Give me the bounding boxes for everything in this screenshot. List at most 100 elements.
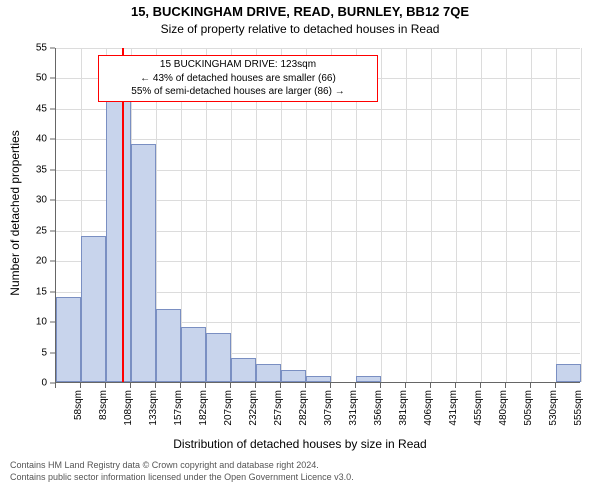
histogram-bar <box>306 376 331 382</box>
gridline-vertical <box>481 48 482 382</box>
x-tick-label: 307sqm <box>323 390 334 426</box>
x-tick-mark <box>455 383 456 388</box>
x-tick-mark <box>205 383 206 388</box>
histogram-bar <box>156 309 181 382</box>
histogram-bar <box>181 327 206 382</box>
y-tick-label: 10 <box>25 317 47 328</box>
gridline-horizontal <box>56 48 580 49</box>
x-tick-mark <box>230 383 231 388</box>
x-tick-label: 505sqm <box>523 390 534 426</box>
histogram-bar <box>231 358 256 382</box>
x-tick-mark <box>480 383 481 388</box>
y-tick-mark <box>50 139 55 140</box>
annotation-line: ← 43% of detached houses are smaller (66… <box>103 72 373 86</box>
chart-title-main: 15, BUCKINGHAM DRIVE, READ, BURNLEY, BB1… <box>0 4 600 19</box>
histogram-bar <box>56 297 81 382</box>
y-tick-label: 15 <box>25 286 47 297</box>
y-tick-mark <box>50 169 55 170</box>
x-tick-label: 455sqm <box>473 390 484 426</box>
y-tick-mark <box>50 261 55 262</box>
annotation-line: 15 BUCKINGHAM DRIVE: 123sqm <box>103 58 373 72</box>
x-tick-mark <box>180 383 181 388</box>
histogram-bar <box>106 84 131 382</box>
x-tick-mark <box>80 383 81 388</box>
x-tick-label: 133sqm <box>148 390 159 426</box>
y-tick-mark <box>50 108 55 109</box>
y-tick-label: 35 <box>25 164 47 175</box>
x-tick-label: 207sqm <box>223 390 234 426</box>
x-tick-label: 331sqm <box>348 390 359 426</box>
x-tick-label: 108sqm <box>123 390 134 426</box>
gridline-vertical <box>531 48 532 382</box>
x-tick-label: 182sqm <box>198 390 209 426</box>
x-tick-mark <box>430 383 431 388</box>
x-tick-mark <box>305 383 306 388</box>
chart-title-sub: Size of property relative to detached ho… <box>0 22 600 36</box>
x-tick-label: 480sqm <box>498 390 509 426</box>
footer-line-2: Contains public sector information licen… <box>10 472 354 484</box>
y-tick-mark <box>50 78 55 79</box>
x-tick-label: 406sqm <box>423 390 434 426</box>
histogram-bar <box>131 144 156 382</box>
y-tick-label: 45 <box>25 103 47 114</box>
y-tick-label: 30 <box>25 195 47 206</box>
gridline-vertical <box>581 48 582 382</box>
y-tick-label: 50 <box>25 73 47 84</box>
x-tick-mark <box>555 383 556 388</box>
y-tick-label: 25 <box>25 225 47 236</box>
x-tick-label: 83sqm <box>98 390 109 420</box>
gridline-vertical <box>456 48 457 382</box>
histogram-bar <box>206 333 231 382</box>
x-tick-mark <box>255 383 256 388</box>
gridline-horizontal <box>56 139 580 140</box>
x-tick-mark <box>105 383 106 388</box>
y-tick-mark <box>50 48 55 49</box>
x-tick-mark <box>155 383 156 388</box>
x-tick-label: 431sqm <box>448 390 459 426</box>
histogram-bar <box>81 236 106 382</box>
y-tick-mark <box>50 230 55 231</box>
x-tick-mark <box>280 383 281 388</box>
annotation-box: 15 BUCKINGHAM DRIVE: 123sqm← 43% of deta… <box>98 55 378 102</box>
histogram-bar <box>356 376 381 382</box>
gridline-vertical <box>431 48 432 382</box>
y-tick-mark <box>50 291 55 292</box>
histogram-bar <box>256 364 281 382</box>
y-tick-mark <box>50 322 55 323</box>
y-axis-label: Number of detached properties <box>8 113 22 313</box>
y-tick-label: 55 <box>25 43 47 54</box>
gridline-vertical <box>406 48 407 382</box>
x-tick-label: 356sqm <box>373 390 384 426</box>
x-axis-label: Distribution of detached houses by size … <box>0 437 600 451</box>
attribution-footer: Contains HM Land Registry data © Crown c… <box>0 460 354 483</box>
x-tick-mark <box>355 383 356 388</box>
footer-line-1: Contains HM Land Registry data © Crown c… <box>10 460 354 472</box>
x-tick-mark <box>130 383 131 388</box>
annotation-line: 55% of semi-detached houses are larger (… <box>103 85 373 99</box>
x-tick-mark <box>380 383 381 388</box>
x-tick-label: 58sqm <box>73 390 84 420</box>
histogram-bar <box>281 370 306 382</box>
x-tick-label: 157sqm <box>173 390 184 426</box>
histogram-bar <box>556 364 581 382</box>
y-tick-mark <box>50 200 55 201</box>
x-tick-label: 530sqm <box>548 390 559 426</box>
y-tick-mark <box>50 352 55 353</box>
x-tick-label: 232sqm <box>248 390 259 426</box>
x-tick-label: 282sqm <box>298 390 309 426</box>
chart-container: 15, BUCKINGHAM DRIVE, READ, BURNLEY, BB1… <box>0 0 600 500</box>
x-tick-mark <box>505 383 506 388</box>
y-tick-label: 20 <box>25 256 47 267</box>
y-tick-label: 0 <box>25 378 47 389</box>
x-tick-mark <box>330 383 331 388</box>
x-tick-label: 381sqm <box>398 390 409 426</box>
gridline-horizontal <box>56 109 580 110</box>
y-tick-label: 5 <box>25 347 47 358</box>
x-tick-mark <box>405 383 406 388</box>
y-tick-label: 40 <box>25 134 47 145</box>
x-tick-mark <box>55 383 56 388</box>
x-tick-label: 555sqm <box>573 390 584 426</box>
x-tick-mark <box>530 383 531 388</box>
gridline-vertical <box>381 48 382 382</box>
gridline-vertical <box>506 48 507 382</box>
